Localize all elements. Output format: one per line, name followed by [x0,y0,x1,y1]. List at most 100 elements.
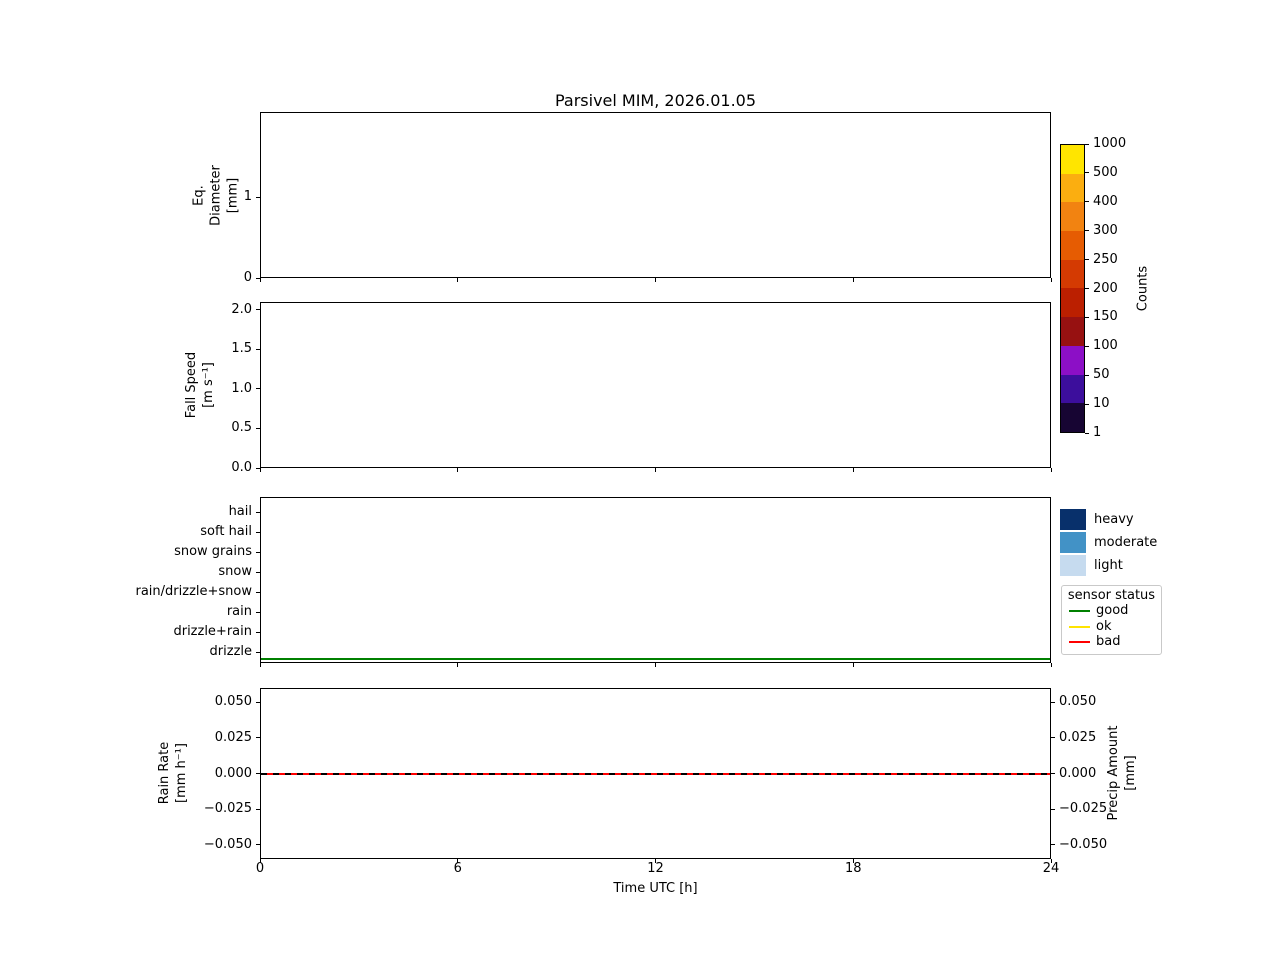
status-legend-label: bad [1096,634,1121,649]
category-label: rain/drizzle+snow [135,584,253,599]
colorbar-tick-mark [1085,259,1089,261]
y-tick-label: −0.050 [203,836,252,852]
right-y-tick-label: 0.050 [1059,694,1097,710]
intensity-legend-patch [1060,532,1086,553]
intensity-legend-patch [1060,509,1086,530]
right-y-tick-label: −0.050 [1059,836,1108,852]
colorbar-tick-mark [1085,316,1089,318]
category-label: soft hail [200,524,252,539]
colorbar-tick-label: 250 [1093,251,1118,267]
y-tick-mark [256,467,260,469]
y-tick-label: −0.025 [203,801,252,817]
colorbar [1060,144,1085,433]
right-y-tick-mark [1051,737,1055,739]
x-tick-mark [457,468,459,472]
colorbar-tick-mark [1085,403,1089,405]
x-tick-mark [655,278,656,282]
right-y-tick-mark [1051,773,1055,774]
x-tick-mark [457,278,459,282]
category-tick-mark [256,631,260,633]
y-tick-mark [256,196,260,198]
colorbar-tick-label: 400 [1093,193,1118,209]
colorbar-tick-label: 10 [1093,396,1110,412]
panel-fall-speed [260,302,1051,468]
colorbar-segment [1061,231,1084,260]
intensity-legend-label: heavy [1094,512,1134,527]
x-tick-mark [457,859,459,863]
colorbar-tick-mark [1085,374,1089,376]
intensity-legend-patch [1060,555,1086,576]
y-tick-label: 0 [243,270,252,285]
status-legend-line [1069,641,1090,643]
colorbar-segment [1061,202,1084,232]
colorbar-tick-label: 1000 [1093,136,1127,151]
x-tick-mark [1050,859,1052,863]
x-tick-mark [259,468,261,472]
status-legend-line [1069,610,1090,612]
right-y-tick-label: −0.025 [1059,801,1108,817]
category-label: rain [226,604,252,619]
y-tick-label: 1.0 [231,380,252,396]
y-tick-mark [256,808,260,810]
status-legend-line [1069,625,1090,628]
category-tick-mark [256,591,260,593]
colorbar-tick-label: 500 [1093,164,1118,180]
x-tick-label: 12 [647,861,664,876]
right-y-tick-label: 0.000 [1059,765,1097,781]
category-tick-mark [256,511,260,513]
category-label: snow [218,564,252,579]
sensor-status-legend [1061,585,1162,655]
y-tick-label: 1 [243,189,252,205]
right-y-tick-mark [1051,808,1055,810]
x-tick-mark [1050,468,1052,472]
colorbar-tick-label: 200 [1093,280,1118,296]
x-tick-mark [655,663,656,667]
right-y-tick-label: 0.025 [1059,729,1097,745]
category-tick-mark [256,571,260,573]
sensor-status-line [261,658,1050,660]
y-tick-label: 0.025 [214,729,252,745]
y-tick-label: 0.0 [231,460,252,475]
y-tick-mark [256,701,260,703]
category-tick-mark [256,611,260,613]
colorbar-tick-label: 1 [1093,425,1102,440]
colorbar-tick-mark [1085,143,1089,145]
x-axis-label: Time UTC [h] [613,881,698,896]
colorbar-tick-label: 50 [1093,367,1110,383]
figure-title: Parsivel MIM, 2026.01.05 [554,91,757,110]
colorbar-segment [1061,145,1084,174]
right-y-tick-mark [1051,844,1055,846]
category-tick-mark [256,531,260,533]
colorbar-segment [1061,173,1084,203]
y-tick-label: 0.5 [231,420,252,436]
y-tick-mark [256,737,260,739]
y-tick-mark [256,309,260,311]
colorbar-tick-label: 150 [1093,309,1118,325]
x-tick-mark [852,468,854,472]
colorbar-tick-mark [1085,172,1089,174]
colorbar-segment [1061,259,1084,289]
intensity-legend-label: moderate [1094,535,1158,550]
colorbar-tick-mark [1085,345,1089,347]
colorbar-segment [1061,317,1084,346]
category-label: snow grains [174,544,252,559]
colorbar-segment [1061,374,1084,404]
category-label: drizzle [209,644,252,659]
sensor-status-legend-title: sensor status [1067,588,1156,603]
y-tick-label: 0.000 [214,765,252,781]
x-tick-mark [1050,663,1052,667]
x-tick-mark [1050,278,1052,282]
colorbar-tick-label: 300 [1093,222,1118,238]
x-tick-label: 24 [1042,861,1060,876]
x-tick-mark [259,663,261,667]
colorbar-segment [1061,288,1084,318]
x-tick-mark [259,278,261,282]
x-tick-mark [852,663,854,667]
category-label: hail [228,504,252,519]
colorbar-label-counts: Counts [1135,265,1151,312]
y-tick-mark [256,277,260,279]
category-label: drizzle+rain [173,624,252,639]
x-tick-mark [259,859,261,863]
panel-precip-type [260,497,1051,663]
x-tick-mark [852,278,854,282]
